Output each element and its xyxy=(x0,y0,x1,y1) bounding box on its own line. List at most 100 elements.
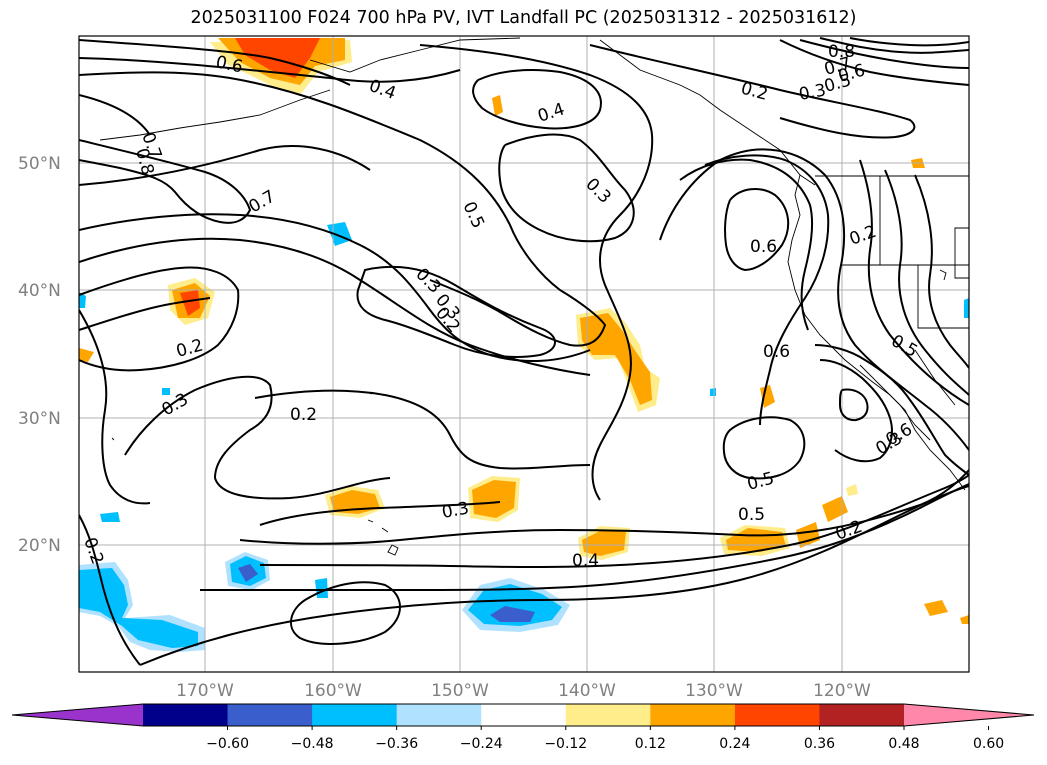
small-island-2 xyxy=(111,437,115,441)
contour-ne-2 xyxy=(779,39,969,86)
map-frame xyxy=(78,35,970,673)
contour-central-east xyxy=(419,44,654,501)
small-island-3 xyxy=(939,269,947,281)
shade-central-36n-inner xyxy=(580,313,652,405)
lon-label: 140°W xyxy=(558,681,616,701)
colorbar-outline xyxy=(11,703,1035,727)
contour-07-west xyxy=(79,145,371,186)
pv-contours xyxy=(79,37,969,666)
lon-label: 150°W xyxy=(431,681,489,701)
shade-negative-west-coast-inner xyxy=(79,568,198,648)
contour-east-ridge-4 xyxy=(914,174,969,369)
colorbar-segment xyxy=(819,704,905,726)
shade-positive-21n-east xyxy=(796,522,820,548)
contour-ne-3 xyxy=(819,37,969,54)
contour-east-ridge-2 xyxy=(859,159,969,406)
contour-label: 0.7 xyxy=(246,186,279,217)
contour-east-06-lower xyxy=(722,416,806,480)
colorbar-tick-label: −0.48 xyxy=(291,736,334,752)
contour-03-south xyxy=(259,501,501,526)
contour-label: 0.6 xyxy=(750,237,777,257)
coastlines xyxy=(99,37,969,556)
colorbar-extend-right xyxy=(904,704,1034,726)
alaska-coast xyxy=(99,37,816,186)
shade-positive-20n-inner xyxy=(582,530,626,556)
colorbar-tick-label: 0.60 xyxy=(973,736,1004,752)
shade-dot-15n-east xyxy=(924,600,948,616)
shade-west-edge-39n xyxy=(79,292,86,308)
contour-label: 0.2 xyxy=(174,336,205,362)
contour-05-mid xyxy=(356,265,556,358)
shade-dot-31n-neg xyxy=(710,388,716,396)
shade-positive-38n-core xyxy=(180,290,200,316)
contour-east-05 xyxy=(704,154,830,426)
colorbar-tick-label: −0.24 xyxy=(460,736,503,752)
contour-label: 0.2 xyxy=(739,79,770,105)
colorbar-segment xyxy=(312,704,398,726)
contour-02-sw xyxy=(79,309,151,505)
shade-positive-23n-east xyxy=(822,496,848,522)
contour-east-coastal-2 xyxy=(838,388,869,422)
shade-dot-14n-east xyxy=(960,615,969,624)
contour-south-2 xyxy=(259,474,969,568)
shade-east-edge-38n xyxy=(964,298,969,318)
shade-negative-43n xyxy=(327,222,352,246)
colorbar-tick-label: 0.48 xyxy=(888,736,919,752)
contour-02-mid xyxy=(254,389,591,470)
shade-positive-24n-inner xyxy=(472,480,516,518)
contour-label: 0.3 xyxy=(440,499,470,523)
longitude-labels: 170°W 160°W 150°W 140°W 130°W 120°W xyxy=(176,681,871,701)
contour-central-east-03 xyxy=(589,44,916,139)
shade-dot-52n xyxy=(492,95,503,116)
colorbar-segment xyxy=(481,704,567,726)
contour-east-coastal-1 xyxy=(819,359,893,463)
contour-south-4 xyxy=(139,485,969,666)
contour-label: 0.5 xyxy=(745,469,776,495)
colorbar-extend-left xyxy=(12,704,143,726)
contour-west-bulge xyxy=(79,139,252,224)
contour-label: 0.2 xyxy=(79,535,107,567)
hawaii-islands xyxy=(367,519,399,556)
colorbar-tick-label: 0.24 xyxy=(719,736,750,752)
colorbar-tick-label: 0.36 xyxy=(804,736,835,752)
shade-dot-24n-east xyxy=(846,484,858,496)
colorbar-tick-label: −0.60 xyxy=(206,736,249,752)
contour-label: 0.2 xyxy=(847,222,879,250)
shade-negative-16n-dot xyxy=(315,578,328,598)
contour-east-ridge-3 xyxy=(884,169,969,396)
contour-label: 0.6 xyxy=(214,52,245,77)
contour-03-sw xyxy=(124,375,391,500)
map-area: 0.6 0.4 0.4 0.2 0.3 0.8 0.7 0.6 0.5 0.7 … xyxy=(79,36,969,672)
colorbar-tick-label: −0.12 xyxy=(544,736,587,752)
colorbar-tick-label: −0.36 xyxy=(375,736,418,752)
contour-east-loop xyxy=(679,158,814,331)
contour-label: 0.5 xyxy=(458,199,488,232)
colorbar-segment xyxy=(650,704,736,726)
contour-label: 0.2 xyxy=(833,517,865,545)
shading-layer xyxy=(79,38,969,652)
contour-south-1 xyxy=(239,469,969,545)
contour-central-04 xyxy=(472,69,602,130)
us-states xyxy=(840,176,969,329)
contour-label: 0.4 xyxy=(535,99,567,126)
contour-west-03 xyxy=(79,297,211,331)
lon-label: 120°W xyxy=(813,681,871,701)
contour-central-03 xyxy=(498,133,635,243)
lat-label: 50°N xyxy=(18,154,61,174)
contour-label: 0.4 xyxy=(572,551,599,571)
shade-west-edge-35n xyxy=(79,348,94,362)
shade-negative-17n-core xyxy=(238,564,258,582)
contour-label: 0.5 xyxy=(738,505,765,525)
contour-mid-3 xyxy=(79,266,240,372)
contour-label: 0.8 xyxy=(828,42,855,62)
lon-label: 130°W xyxy=(685,681,743,701)
contour-north-loop-1 xyxy=(79,71,607,347)
contour-label: 0.2 xyxy=(290,405,317,425)
contour-west-edge-02 xyxy=(79,514,141,666)
shade-gulf-alaska-strong xyxy=(235,38,320,78)
map-title: 2025031100 F024 700 hPa PV, IVT Landfall… xyxy=(190,8,857,28)
contour-label: 0.3 xyxy=(581,174,614,207)
contour-ne-1 xyxy=(799,39,969,69)
lat-label: 20°N xyxy=(18,536,61,556)
shade-negative-22n-west xyxy=(100,512,120,522)
